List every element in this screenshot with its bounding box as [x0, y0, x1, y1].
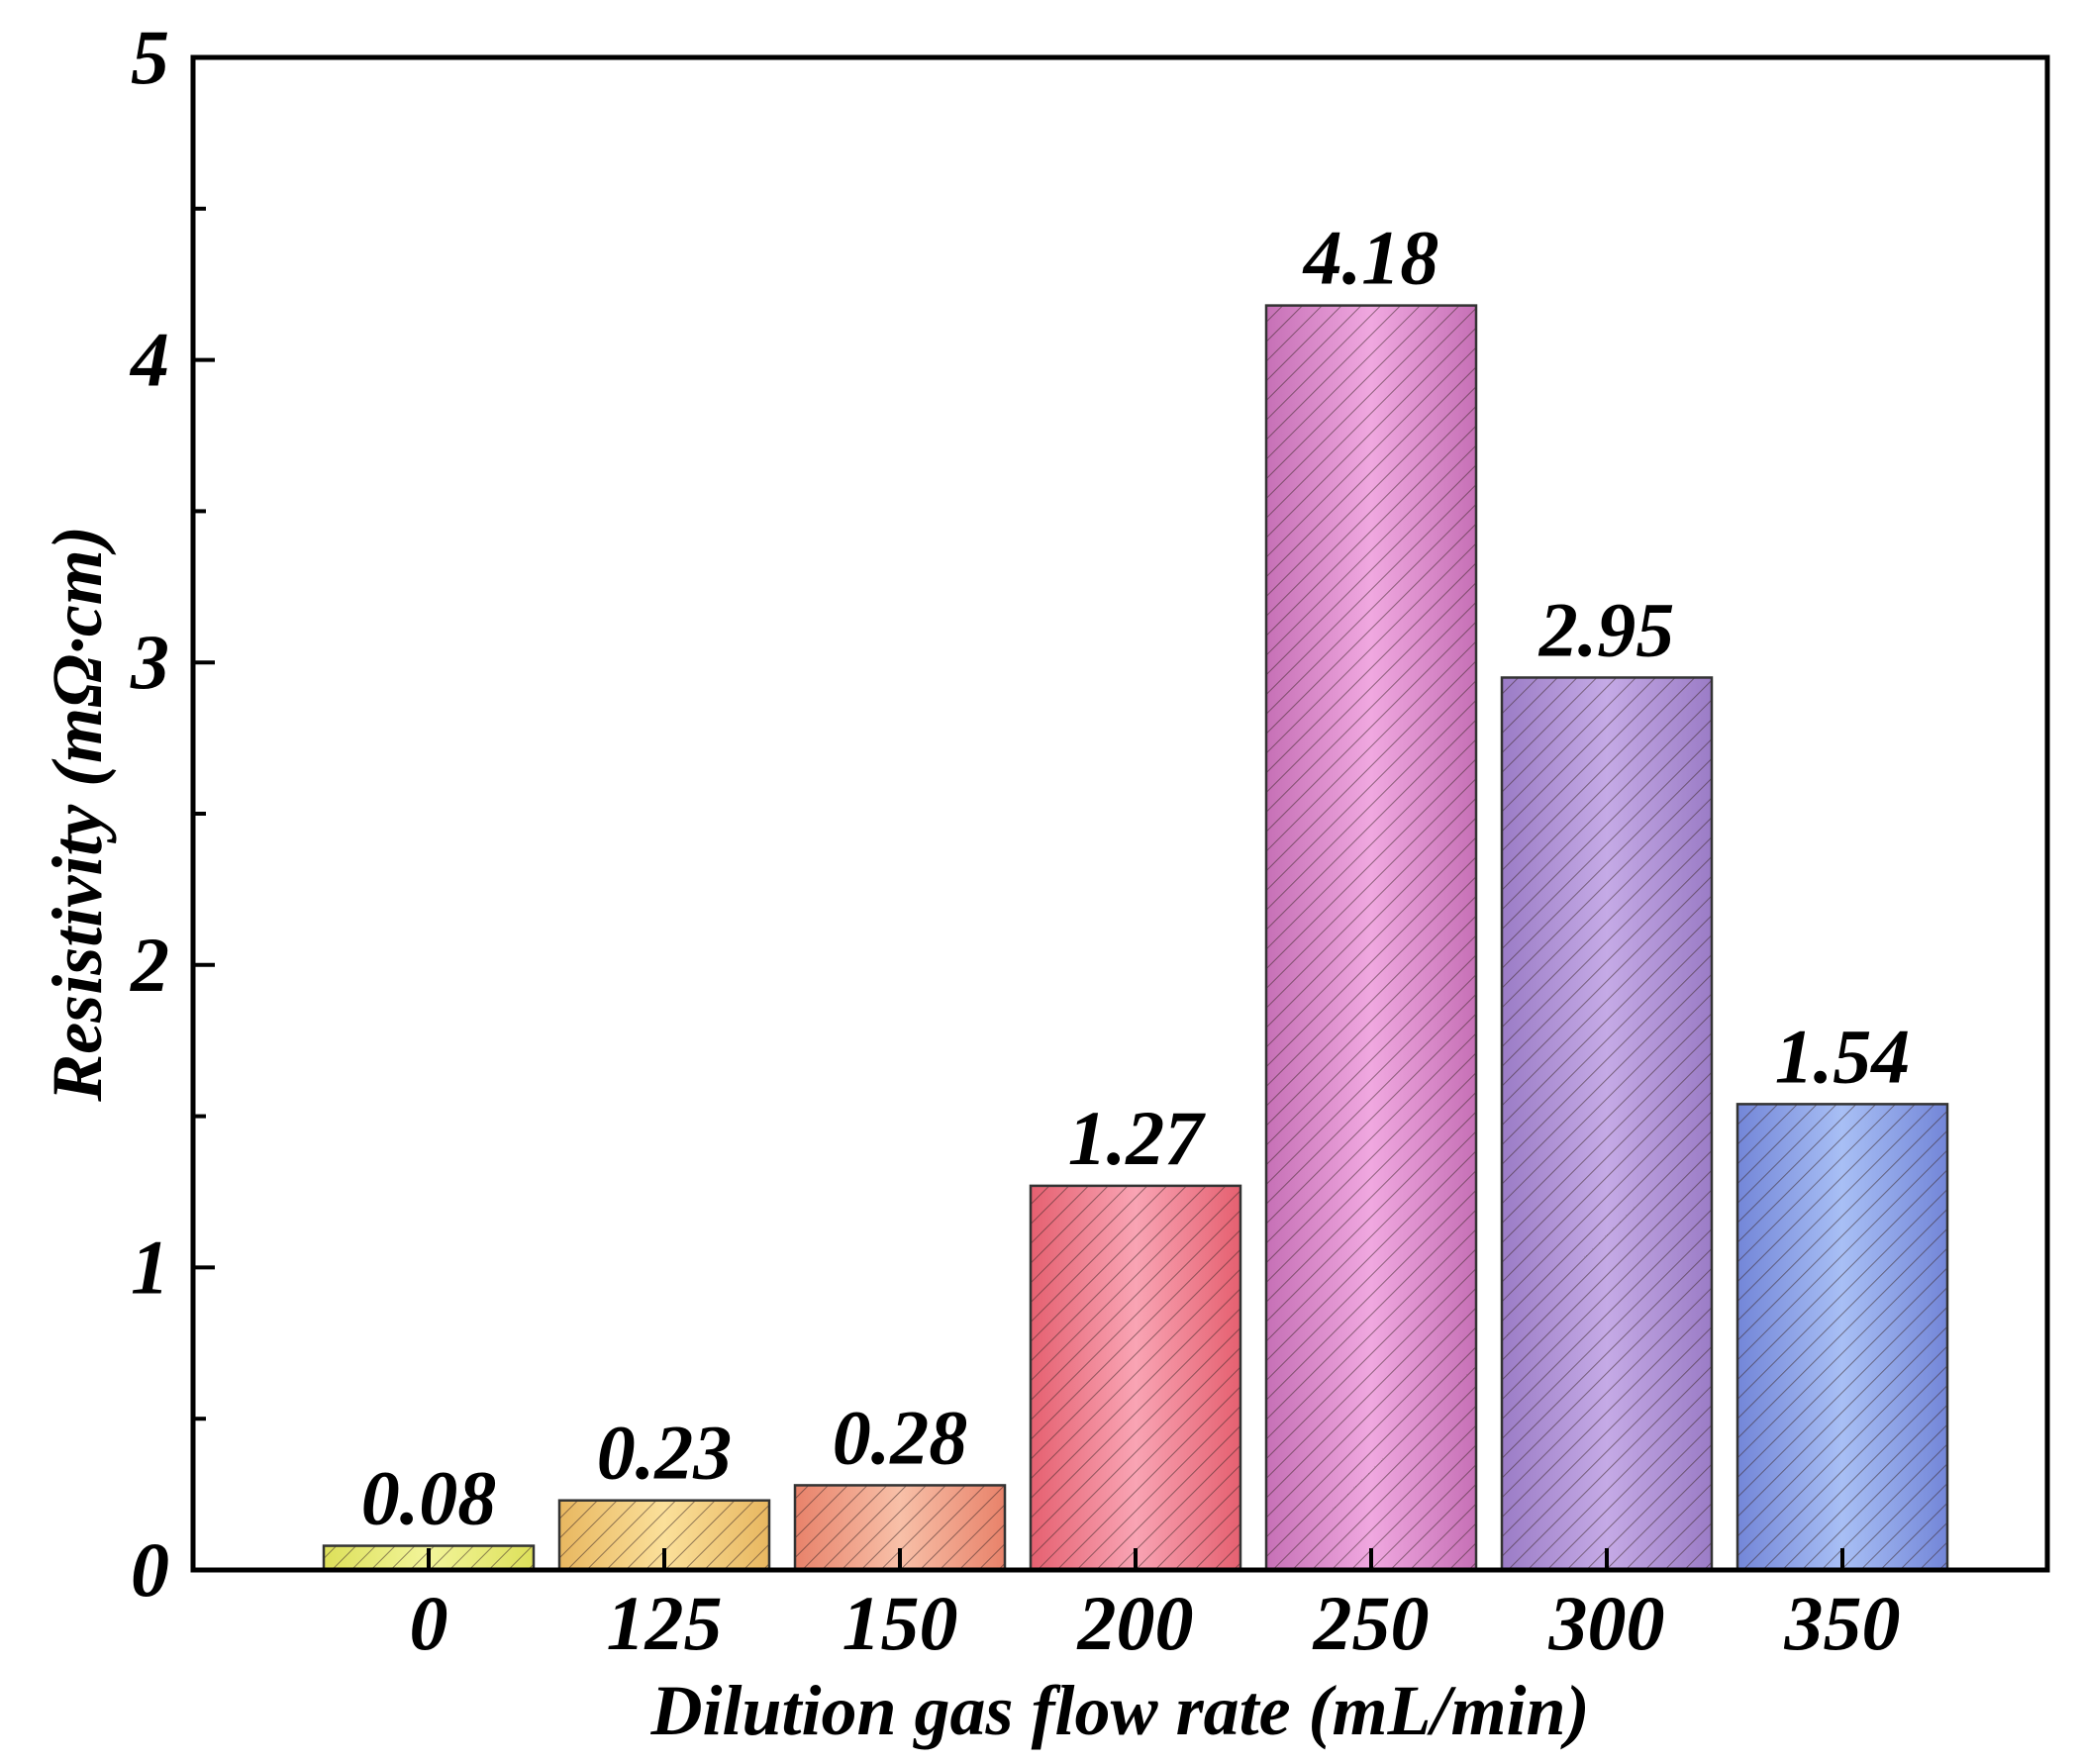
bar-hatch	[1500, 676, 1714, 1572]
bar-200	[1029, 1184, 1242, 1572]
data-label-300: 2.95	[1538, 586, 1675, 672]
x-tick-label: 125	[607, 1580, 723, 1666]
bars-layer	[322, 304, 1949, 1572]
x-tick-label: 250	[1313, 1580, 1430, 1666]
x-tick-label: 350	[1784, 1580, 1901, 1666]
bar-hatch	[1735, 1103, 1949, 1572]
y-tick-label: 2	[130, 922, 169, 1008]
bar-250	[1264, 304, 1478, 1572]
data-label-125: 0.23	[597, 1410, 733, 1496]
y-tick-label: 1	[131, 1224, 169, 1310]
data-label-0: 0.08	[361, 1455, 497, 1541]
data-labels: 0.08 0.23 0.28 1.27 4.18 2.95 1.54	[361, 215, 1911, 1541]
bar-350	[1735, 1103, 1949, 1572]
data-label-200: 1.27	[1068, 1095, 1207, 1181]
data-label-150: 0.28	[833, 1394, 968, 1480]
y-tick-label: 5	[131, 14, 169, 100]
x-tick-label: 300	[1548, 1580, 1665, 1666]
y-tick-label: 3	[130, 619, 169, 705]
y-tick-label: 0	[131, 1526, 169, 1613]
x-axis-title: Dilution gas flow rate (mL/min)	[649, 1671, 1589, 1750]
y-axis-title: Resistivity (mΩ·cm)	[38, 526, 117, 1103]
x-tick-label: 150	[842, 1580, 958, 1666]
data-label-350: 1.54	[1775, 1013, 1911, 1099]
x-tick-label: 0	[410, 1580, 448, 1666]
bar-hatch	[1029, 1184, 1242, 1572]
x-tick-label: 200	[1077, 1580, 1194, 1666]
bar-125	[557, 1499, 771, 1572]
bar-300	[1500, 676, 1714, 1572]
y-tick-label: 4	[129, 317, 169, 403]
bar-hatch	[1264, 304, 1478, 1572]
axis-ticks: 0 1 2 3 4 5 0 125 150 200 250 300 350	[129, 14, 1901, 1666]
data-label-250: 4.18	[1302, 215, 1439, 301]
